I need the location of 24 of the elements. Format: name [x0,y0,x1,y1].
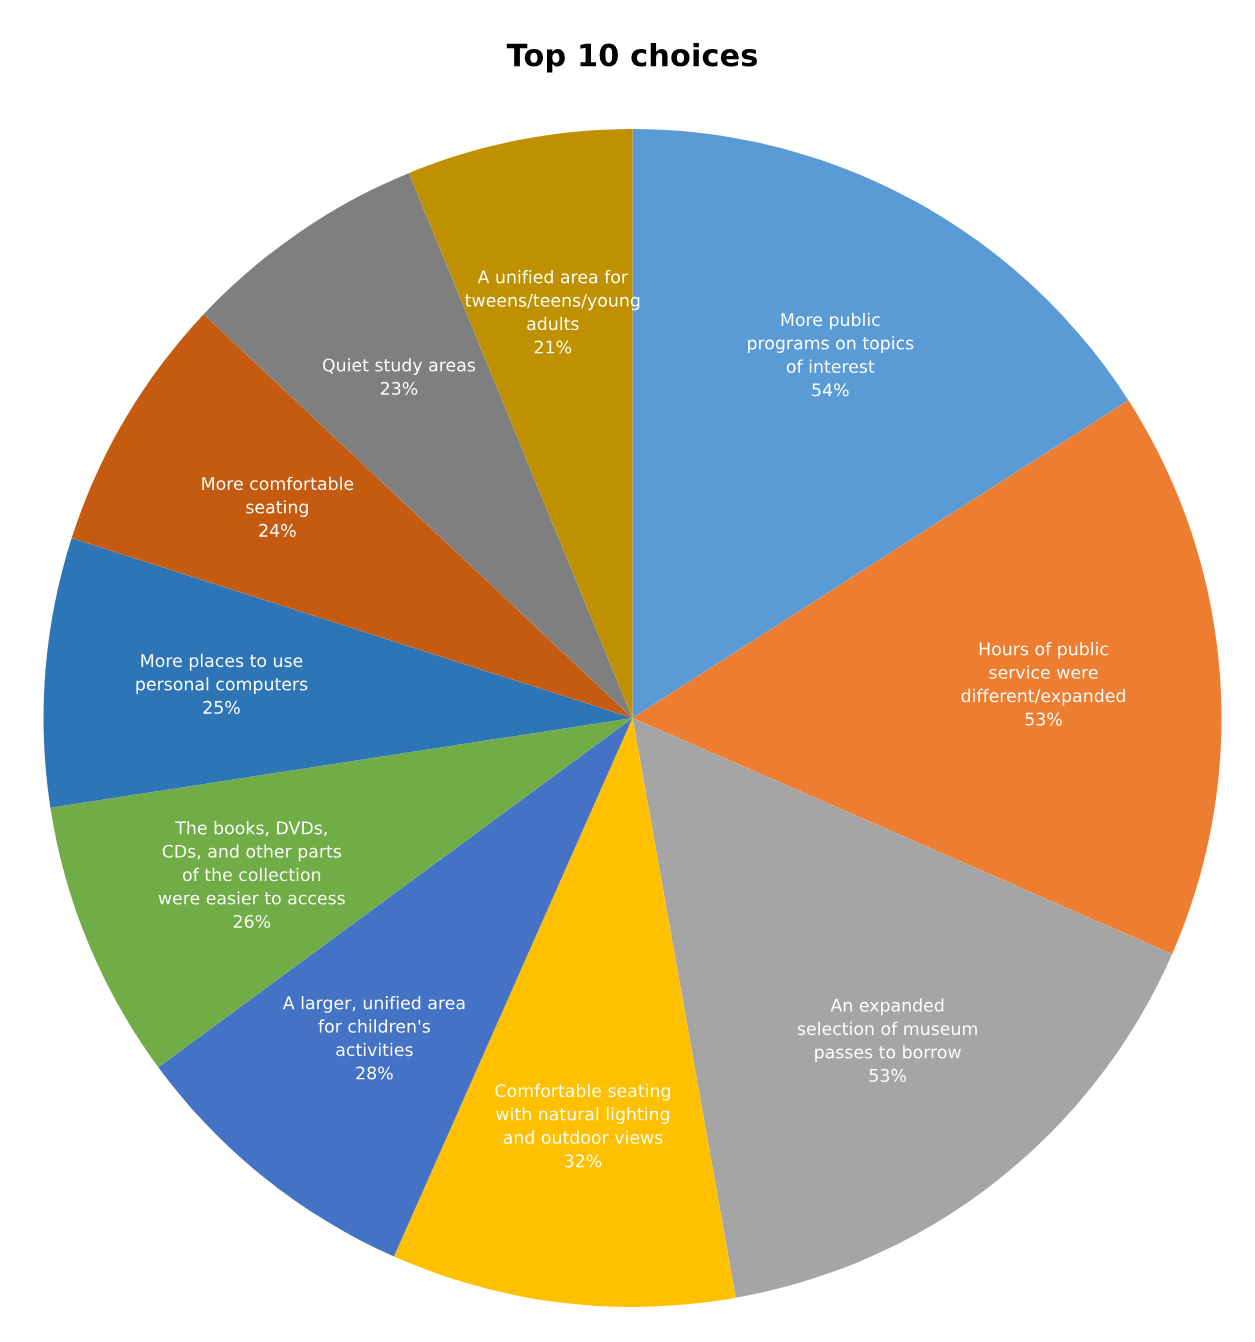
pie-slice [71,314,633,718]
data-label: 28% [356,1066,393,1080]
data-label: 21% [534,340,572,354]
slice-label: Quiet study areas [322,358,476,375]
pie-slice [43,538,633,808]
slice-label: More comfortable seating [202,476,354,517]
data-label: 23% [380,381,418,395]
slice-label: Comfortable seating with natural lighting and outdoor views [495,1083,670,1144]
slice-label: A larger, unified area for children's activities [282,995,465,1057]
data-label: 26% [233,914,271,929]
data-label: 53% [869,1068,906,1082]
slice-label: Hours of public service were different/expanded [961,642,1125,706]
data-label: 25% [203,700,240,714]
chart-title: Top 10 choices [506,42,757,73]
data-label: 53% [1025,712,1062,726]
slice-label: More public programs on topics of interest [748,312,914,373]
pie-slice [632,400,1222,955]
slice-label: An expanded selection of museum passes to borrow [797,998,977,1062]
data-label: 24% [259,523,296,537]
data-label: 54% [812,383,849,397]
slice-label: More places to use personal computers [136,653,308,694]
data-label: 32% [565,1154,602,1168]
slice-label: The books, DVDs, CDs, and other parts of the collection were easier to access [158,820,345,905]
pie-slice [50,717,633,1068]
